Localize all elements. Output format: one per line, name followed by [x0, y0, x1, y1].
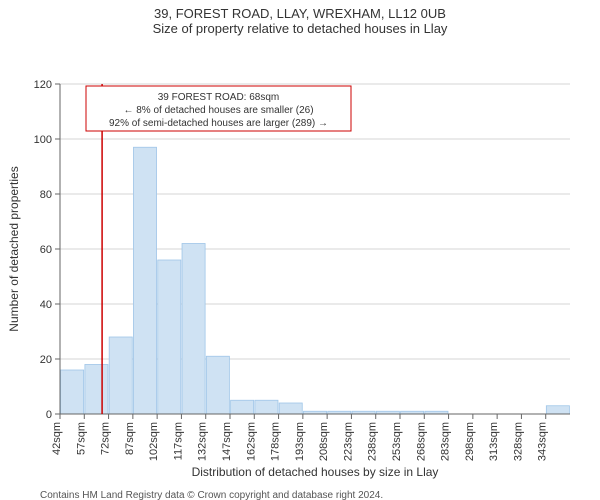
- x-tick-label: 208sqm: [318, 422, 330, 461]
- page-title: 39, FOREST ROAD, LLAY, WREXHAM, LL12 0UB: [0, 0, 600, 21]
- x-tick-label: 268sqm: [415, 422, 427, 461]
- x-tick-label: 132sqm: [197, 422, 209, 461]
- x-axis-label: Distribution of detached houses by size …: [192, 465, 439, 479]
- x-tick-label: 253sqm: [391, 422, 403, 461]
- footer: Contains HM Land Registry data © Crown c…: [0, 484, 600, 500]
- y-tick-label: 20: [40, 354, 52, 366]
- x-tick-label: 178sqm: [270, 422, 282, 461]
- x-tick-label: 162sqm: [245, 422, 257, 461]
- footer-line-1: Contains HM Land Registry data © Crown c…: [40, 490, 600, 500]
- annotation-line: 39 FOREST ROAD: 68sqm: [158, 92, 280, 103]
- histogram-bar: [231, 400, 254, 414]
- histogram-bar: [206, 356, 229, 414]
- x-tick-label: 117sqm: [172, 422, 184, 460]
- x-tick-label: 102sqm: [148, 422, 160, 461]
- histogram-chart: 0 20 40 60 80 100 120 42sqm 57sqm 72sqm 87sqm 102sq…: [0, 36, 600, 484]
- x-tick-label: 42sqm: [51, 422, 63, 455]
- annotation-line: 92% of semi-detached houses are larger (…: [109, 118, 328, 129]
- x-tick-label: 283sqm: [440, 422, 452, 461]
- histogram-bar: [182, 244, 205, 415]
- x-tick-label: 57sqm: [75, 422, 87, 455]
- histogram-bar: [85, 365, 108, 415]
- x-tick-label: 223sqm: [342, 422, 354, 461]
- x-tick-label: 72sqm: [100, 422, 112, 455]
- y-tick-label: 80: [40, 189, 52, 201]
- y-axis-label: Number of detached properties: [7, 166, 21, 331]
- y-tick-label: 40: [40, 299, 52, 311]
- histogram-bar: [158, 260, 181, 414]
- histogram-bar: [279, 403, 302, 414]
- y-tick-label: 60: [40, 244, 52, 256]
- x-tick-label: 298sqm: [464, 422, 476, 461]
- x-tick-label: 343sqm: [537, 422, 549, 461]
- histogram-bar: [133, 147, 156, 414]
- x-tick-label: 238sqm: [367, 422, 379, 461]
- x-tick-label: 147sqm: [221, 422, 233, 461]
- y-tick-label: 120: [34, 79, 52, 91]
- histogram-bar: [61, 370, 84, 414]
- x-tick-label: 193sqm: [294, 422, 306, 461]
- histogram-bar: [255, 400, 278, 414]
- histogram-bar: [109, 337, 132, 414]
- x-tick-label: 328sqm: [512, 422, 524, 461]
- x-tick-label: 313sqm: [488, 422, 500, 461]
- annotation-line: ← 8% of detached houses are smaller (26): [123, 105, 313, 116]
- x-tick-label: 87sqm: [124, 422, 136, 455]
- y-tick-label: 0: [46, 409, 52, 421]
- page-subtitle: Size of property relative to detached ho…: [0, 21, 600, 36]
- y-tick-label: 100: [34, 134, 52, 146]
- histogram-bar: [546, 406, 569, 414]
